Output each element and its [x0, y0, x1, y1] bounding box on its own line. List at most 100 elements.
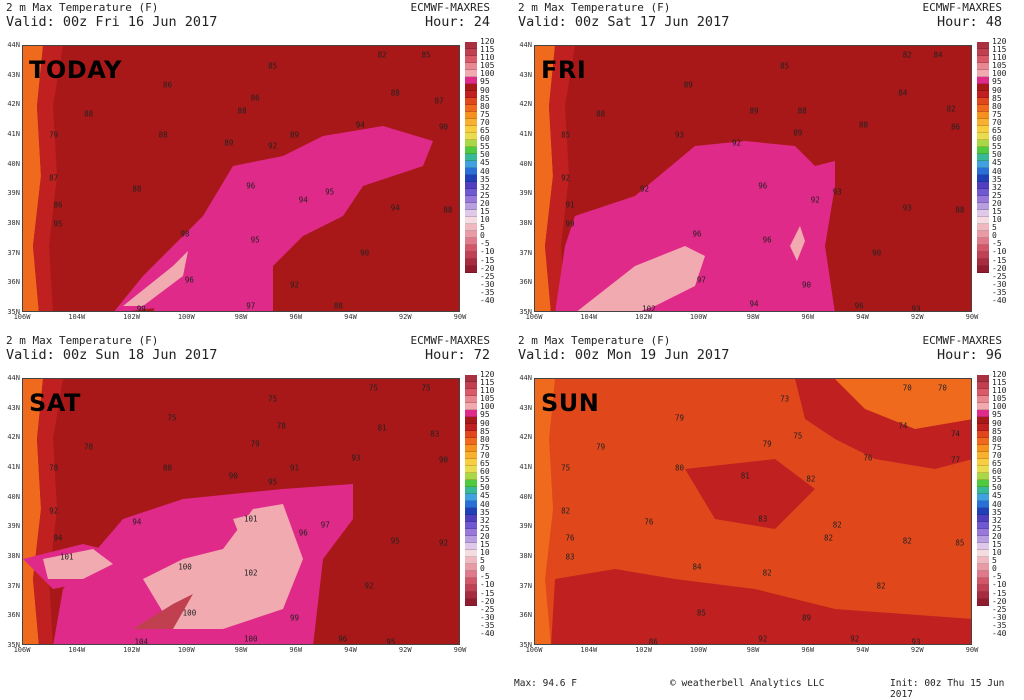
scale-tick-label: -20 — [480, 596, 495, 606]
scale-tick-label: 75 — [992, 109, 1002, 119]
longitude-label: 104W — [580, 646, 598, 654]
temperature-value: 89 — [224, 138, 234, 148]
temperature-value: 82 — [762, 568, 772, 578]
temperature-value: 86 — [648, 637, 658, 645]
scale-tick-label: 35 — [992, 507, 1002, 517]
scale-swatch — [977, 487, 989, 494]
scale-tick-label: 55 — [992, 475, 1002, 485]
scale-tick-label: 80 — [480, 101, 490, 111]
longitude-label: 96W — [801, 646, 815, 654]
scale-tick-label: 0 — [992, 231, 997, 241]
latitude-label: 40N — [519, 159, 532, 168]
latitude-label: 37N — [519, 581, 532, 590]
temperature-value: 88 — [163, 463, 173, 473]
temperature-value: 82 — [823, 533, 833, 543]
scale-swatch — [465, 84, 477, 91]
scale-swatch — [977, 599, 989, 606]
scale-tick-label: 60 — [992, 134, 1002, 144]
temperature-value: 90 — [360, 248, 370, 258]
longitude-label: 100W — [689, 313, 707, 321]
temperature-value: 89 — [802, 613, 812, 623]
scale-tick-label: -15 — [480, 255, 495, 265]
scale-tick-label: 15 — [992, 539, 1002, 549]
temperature-value: 102 — [642, 304, 656, 312]
scale-tick-label: 50 — [480, 483, 490, 493]
scale-tick-label: 90 — [992, 418, 1002, 428]
temperature-value: 100 — [243, 634, 258, 644]
temperature-value: 85 — [268, 61, 278, 71]
scale-tick-label: 45 — [480, 491, 490, 501]
scale-swatch — [465, 494, 477, 501]
longitude-label: 100W — [177, 313, 195, 321]
temperature-value: 97 — [246, 301, 256, 311]
panel-header-line1: 2 m Max Temperature (F) ECMWF-MAXRES — [518, 1, 1002, 14]
temperature-value: 89 — [749, 106, 759, 116]
scale-tick-label: 80 — [992, 101, 1002, 111]
scale-swatch — [465, 410, 477, 417]
scale-tick-label: -15 — [480, 588, 495, 598]
scale-tick-label: 90 — [480, 418, 490, 428]
scale-tick-label: 5 — [992, 556, 997, 566]
latitude-label: 35N — [7, 641, 20, 649]
scale-swatch — [465, 49, 477, 56]
scale-tick-label: 100 — [480, 69, 495, 79]
temperature-value: 90 — [872, 248, 882, 258]
temperature-value: 76 — [565, 533, 575, 543]
temperature-field — [23, 379, 459, 644]
footer-init: Init: 00z Thu 15 Jun 2017 — [890, 678, 1005, 700]
scale-tick-label: 60 — [992, 467, 1002, 477]
temperature-value: 88 — [858, 120, 869, 130]
temperature-value: 85 — [955, 538, 965, 548]
scale-tick-label: -20 — [992, 596, 1007, 606]
scale-swatch — [465, 389, 477, 396]
scale-tick-label: -40 — [480, 296, 495, 305]
temperature-field — [535, 379, 971, 644]
scale-swatch — [465, 375, 477, 382]
scale-swatch — [977, 140, 989, 147]
scale-swatch — [977, 105, 989, 112]
scale-swatch — [465, 70, 477, 77]
temperature-value: 70 — [902, 383, 912, 393]
scale-swatch — [977, 196, 989, 203]
temperature-value: 89 — [793, 128, 803, 138]
temperature-value: 73 — [780, 394, 790, 404]
scale-swatch — [465, 466, 477, 473]
temperature-value: 92 — [364, 581, 374, 591]
forecast-hour: Hour: 96 — [936, 347, 1002, 363]
forecast-panel-today: 2 m Max Temperature (F) ECMWF-MAXRES Vali… — [0, 0, 512, 344]
scale-swatch — [465, 515, 477, 522]
scale-swatch — [977, 91, 989, 98]
temperature-value: 79 — [675, 413, 685, 423]
scale-swatch — [465, 217, 477, 224]
temperature-value: 96 — [246, 181, 256, 191]
temperature-value: 90 — [802, 280, 812, 290]
scale-ticks: 120 115 110 105 100 95 90 85 80 75 70 65 60 55 50 45 40 3… — [992, 370, 1007, 638]
scale-swatch — [465, 417, 477, 424]
temperature-value: 95 — [390, 536, 400, 546]
temperature-value: 85 — [561, 130, 571, 140]
scale-tick-label: 80 — [992, 434, 1002, 444]
scale-tick-label: -30 — [480, 612, 495, 622]
scale-swatch — [977, 431, 989, 438]
scale-swatch — [977, 452, 989, 459]
temperature-value: 90 — [438, 455, 448, 465]
scale-swatch — [977, 536, 989, 543]
scale-swatch — [977, 494, 989, 501]
scale-tick-label: -10 — [480, 580, 495, 590]
temperature-value: 88 — [158, 130, 168, 140]
latitude-label: 38N — [7, 219, 20, 227]
scale-swatch — [977, 70, 989, 77]
panel-header-line1: 2 m Max Temperature (F) ECMWF-MAXRES — [6, 334, 490, 347]
scale-swatch — [977, 266, 989, 273]
temperature-value: 92 — [438, 538, 448, 548]
scale-tick-label: -35 — [480, 287, 495, 297]
temperature-field — [535, 46, 971, 311]
scale-tick-label: 35 — [480, 507, 490, 517]
scale-tick-label: 70 — [992, 450, 1002, 460]
scale-swatch — [465, 564, 477, 571]
scale-swatch — [465, 536, 477, 543]
scale-tick-label: -25 — [480, 271, 495, 281]
scale-swatch — [465, 168, 477, 175]
scale-tick-label: 60 — [480, 467, 490, 477]
scale-tick-label: 80 — [480, 434, 490, 444]
